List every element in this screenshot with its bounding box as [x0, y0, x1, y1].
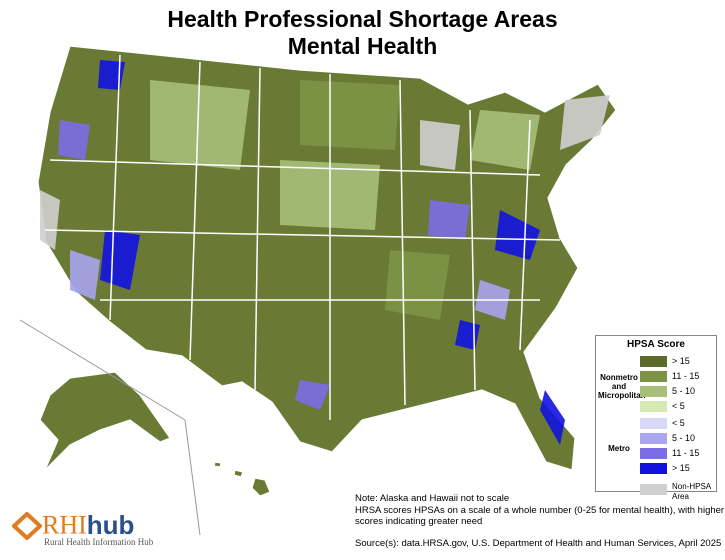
legend-group-line: Metro: [608, 443, 630, 453]
note: Note: Alaska and Hawaii not to scale: [355, 493, 510, 504]
logo-brand2: hub: [86, 510, 135, 540]
legend: HPSA Score Nonmetro and Micropolitan > 15 11…: [595, 335, 717, 501]
legend-label: 5 - 10: [672, 386, 696, 396]
logo-icon: [11, 510, 43, 541]
legend-swatch: [640, 484, 667, 495]
logo-brand: RHI: [42, 510, 87, 540]
alaska: [39, 371, 171, 471]
note: scores indicating greater need: [355, 516, 483, 527]
legend-label: < 5: [672, 418, 685, 428]
inset-dividers: [19, 319, 201, 536]
title: Health Professional Shortage Areas Mental…: [0, 6, 725, 60]
legend-group-line: Micropolitan: [598, 390, 646, 400]
legend-label: > 15: [672, 356, 690, 366]
legend-swatch: [640, 463, 667, 474]
legend-swatch: [640, 401, 667, 412]
legend-label: < 5: [672, 401, 685, 411]
legend-label: 11 - 15: [672, 371, 700, 381]
legend-group-line: and: [611, 381, 627, 391]
legend-swatch: [640, 418, 667, 429]
notes: Note: Alaska and Hawaii not to scale HRS…: [355, 493, 724, 528]
legend-label: Area: [672, 492, 689, 501]
title-line: Mental Health: [287, 33, 438, 59]
legend-label: Non-HPSA: [672, 482, 712, 491]
legend-group: Nonmetro and Micropolitan: [598, 372, 646, 400]
legend-swatch: [640, 448, 667, 459]
logo-subtitle: Rural Health Information Hub: [44, 537, 154, 547]
legend-label: 5 - 10: [672, 433, 696, 443]
logo: RHIhub Rural Health Information Hub: [11, 510, 154, 547]
regions: [40, 60, 610, 445]
legend-title: HPSA Score: [627, 339, 685, 350]
legend-swatch: [640, 433, 667, 444]
title-line: Health Professional Shortage Areas: [167, 6, 558, 32]
legend-label: > 15: [672, 463, 690, 473]
note: HRSA scores HPSAs on a scale of a whole …: [355, 504, 725, 516]
state-lines: [44, 54, 561, 420]
legend-group: Metro: [598, 444, 640, 453]
legend-swatch: [640, 386, 667, 397]
legend-swatch: [640, 356, 667, 367]
legend-group-line: Nonmetro: [600, 372, 638, 382]
hawaii: [213, 461, 271, 497]
source: Source(s): data.HRSA.gov, U.S. Departmen…: [355, 538, 722, 549]
legend-label: 11 - 15: [672, 448, 700, 458]
legend-swatch: [640, 371, 667, 382]
